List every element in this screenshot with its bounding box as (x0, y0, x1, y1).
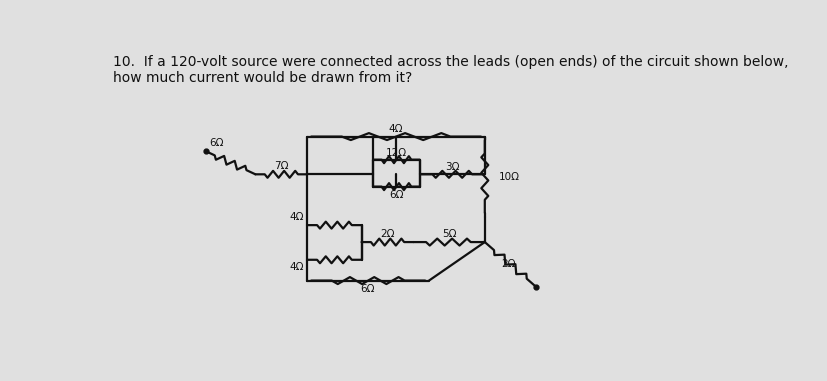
Text: 6Ω: 6Ω (389, 190, 404, 200)
Text: 4Ω: 4Ω (388, 124, 403, 134)
Text: 4Ω: 4Ω (289, 263, 303, 272)
Text: 5Ω: 5Ω (442, 229, 456, 239)
Text: 10.  If a 120-volt source were connected across the leads (open ends) of the cir: 10. If a 120-volt source were connected … (112, 55, 787, 85)
Text: 10Ω: 10Ω (498, 171, 519, 182)
Text: 3Ω: 3Ω (444, 162, 459, 171)
Text: 2Ω: 2Ω (500, 259, 514, 269)
Text: 12Ω: 12Ω (385, 148, 407, 158)
Text: 6Ω: 6Ω (360, 284, 375, 294)
Text: 2Ω: 2Ω (380, 229, 394, 239)
Text: 7Ω: 7Ω (274, 161, 288, 171)
Text: 6Ω: 6Ω (209, 138, 223, 148)
Text: 4Ω: 4Ω (289, 213, 303, 223)
